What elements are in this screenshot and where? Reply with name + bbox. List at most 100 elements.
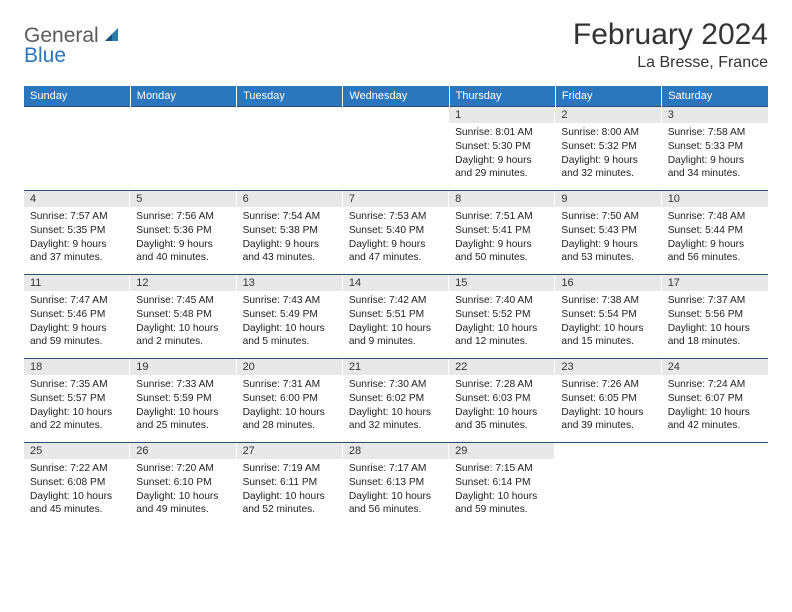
day-sunset: Sunset: 6:00 PM bbox=[243, 392, 337, 406]
calendar-day-cell bbox=[24, 107, 130, 191]
day-sunrise: Sunrise: 7:26 AM bbox=[561, 378, 655, 392]
calendar-day-cell: 9Sunrise: 7:50 AMSunset: 5:43 PMDaylight… bbox=[555, 191, 661, 275]
day-details: Sunrise: 7:37 AMSunset: 5:56 PMDaylight:… bbox=[662, 291, 768, 353]
day-daylight1: Daylight: 9 hours bbox=[668, 238, 762, 252]
calendar-day-cell bbox=[237, 107, 343, 191]
day-sunset: Sunset: 5:36 PM bbox=[136, 224, 230, 238]
calendar-day-cell: 8Sunrise: 7:51 AMSunset: 5:41 PMDaylight… bbox=[449, 191, 555, 275]
day-number: 19 bbox=[130, 359, 236, 375]
day-details: Sunrise: 7:40 AMSunset: 5:52 PMDaylight:… bbox=[449, 291, 555, 353]
day-sunrise: Sunrise: 7:47 AM bbox=[30, 294, 124, 308]
day-number: 10 bbox=[662, 191, 768, 207]
day-sunset: Sunset: 5:49 PM bbox=[243, 308, 337, 322]
day-details: Sunrise: 7:24 AMSunset: 6:07 PMDaylight:… bbox=[662, 375, 768, 437]
day-number: 14 bbox=[343, 275, 449, 291]
day-sunset: Sunset: 5:43 PM bbox=[561, 224, 655, 238]
day-header: Tuesday bbox=[237, 86, 343, 107]
day-sunrise: Sunrise: 7:58 AM bbox=[668, 126, 762, 140]
day-details: Sunrise: 7:50 AMSunset: 5:43 PMDaylight:… bbox=[555, 207, 661, 269]
day-header-row: Sunday Monday Tuesday Wednesday Thursday… bbox=[24, 86, 768, 107]
day-sunset: Sunset: 6:10 PM bbox=[136, 476, 230, 490]
day-daylight2: and 39 minutes. bbox=[561, 419, 655, 433]
day-daylight1: Daylight: 9 hours bbox=[561, 154, 655, 168]
day-sunset: Sunset: 5:56 PM bbox=[668, 308, 762, 322]
day-sunrise: Sunrise: 7:22 AM bbox=[30, 462, 124, 476]
day-sunrise: Sunrise: 7:24 AM bbox=[668, 378, 762, 392]
calendar-day-cell: 14Sunrise: 7:42 AMSunset: 5:51 PMDayligh… bbox=[343, 275, 449, 359]
calendar-day-cell: 16Sunrise: 7:38 AMSunset: 5:54 PMDayligh… bbox=[555, 275, 661, 359]
day-daylight1: Daylight: 10 hours bbox=[136, 406, 230, 420]
day-daylight1: Daylight: 10 hours bbox=[30, 490, 124, 504]
calendar-day-cell: 28Sunrise: 7:17 AMSunset: 6:13 PMDayligh… bbox=[343, 443, 449, 527]
day-daylight2: and 53 minutes. bbox=[561, 251, 655, 265]
logo-sail-icon bbox=[103, 26, 121, 49]
day-sunset: Sunset: 5:33 PM bbox=[668, 140, 762, 154]
day-daylight2: and 12 minutes. bbox=[455, 335, 549, 349]
calendar-day-cell: 27Sunrise: 7:19 AMSunset: 6:11 PMDayligh… bbox=[237, 443, 343, 527]
day-sunrise: Sunrise: 7:31 AM bbox=[243, 378, 337, 392]
calendar-week-row: 18Sunrise: 7:35 AMSunset: 5:57 PMDayligh… bbox=[24, 359, 768, 443]
day-daylight1: Daylight: 10 hours bbox=[243, 490, 337, 504]
day-daylight1: Daylight: 10 hours bbox=[455, 490, 549, 504]
day-header: Wednesday bbox=[343, 86, 449, 107]
day-details: Sunrise: 7:28 AMSunset: 6:03 PMDaylight:… bbox=[449, 375, 555, 437]
day-sunset: Sunset: 6:14 PM bbox=[455, 476, 549, 490]
day-daylight2: and 59 minutes. bbox=[30, 335, 124, 349]
day-header: Sunday bbox=[24, 86, 130, 107]
day-details: Sunrise: 8:01 AMSunset: 5:30 PMDaylight:… bbox=[449, 123, 555, 185]
day-details: Sunrise: 7:58 AMSunset: 5:33 PMDaylight:… bbox=[662, 123, 768, 185]
day-number: 5 bbox=[130, 191, 236, 207]
day-number: 15 bbox=[449, 275, 555, 291]
day-daylight2: and 9 minutes. bbox=[349, 335, 443, 349]
day-sunset: Sunset: 5:59 PM bbox=[136, 392, 230, 406]
day-details: Sunrise: 7:33 AMSunset: 5:59 PMDaylight:… bbox=[130, 375, 236, 437]
day-sunrise: Sunrise: 7:56 AM bbox=[136, 210, 230, 224]
day-number: 25 bbox=[24, 443, 130, 459]
calendar-day-cell: 26Sunrise: 7:20 AMSunset: 6:10 PMDayligh… bbox=[130, 443, 236, 527]
day-sunset: Sunset: 5:30 PM bbox=[455, 140, 549, 154]
day-number: 16 bbox=[555, 275, 661, 291]
day-sunrise: Sunrise: 7:57 AM bbox=[30, 210, 124, 224]
day-daylight2: and 42 minutes. bbox=[668, 419, 762, 433]
day-daylight2: and 50 minutes. bbox=[455, 251, 549, 265]
day-details: Sunrise: 7:17 AMSunset: 6:13 PMDaylight:… bbox=[343, 459, 449, 521]
day-daylight2: and 56 minutes. bbox=[349, 503, 443, 517]
day-sunset: Sunset: 6:11 PM bbox=[243, 476, 337, 490]
day-daylight1: Daylight: 9 hours bbox=[349, 238, 443, 252]
day-header: Monday bbox=[130, 86, 236, 107]
day-number: 23 bbox=[555, 359, 661, 375]
day-daylight1: Daylight: 9 hours bbox=[30, 238, 124, 252]
day-number bbox=[662, 443, 768, 447]
day-daylight1: Daylight: 10 hours bbox=[455, 406, 549, 420]
day-number bbox=[130, 107, 236, 111]
day-sunrise: Sunrise: 8:01 AM bbox=[455, 126, 549, 140]
day-daylight1: Daylight: 10 hours bbox=[668, 406, 762, 420]
calendar-day-cell bbox=[662, 443, 768, 527]
day-daylight1: Daylight: 10 hours bbox=[349, 490, 443, 504]
day-details: Sunrise: 7:54 AMSunset: 5:38 PMDaylight:… bbox=[237, 207, 343, 269]
day-details: Sunrise: 7:30 AMSunset: 6:02 PMDaylight:… bbox=[343, 375, 449, 437]
calendar-week-row: 1Sunrise: 8:01 AMSunset: 5:30 PMDaylight… bbox=[24, 107, 768, 191]
day-daylight1: Daylight: 10 hours bbox=[561, 322, 655, 336]
day-number: 6 bbox=[237, 191, 343, 207]
day-daylight1: Daylight: 9 hours bbox=[455, 154, 549, 168]
day-sunset: Sunset: 5:44 PM bbox=[668, 224, 762, 238]
day-daylight2: and 35 minutes. bbox=[455, 419, 549, 433]
calendar-day-cell: 15Sunrise: 7:40 AMSunset: 5:52 PMDayligh… bbox=[449, 275, 555, 359]
day-daylight2: and 34 minutes. bbox=[668, 167, 762, 181]
day-number: 7 bbox=[343, 191, 449, 207]
day-daylight2: and 5 minutes. bbox=[243, 335, 337, 349]
day-sunrise: Sunrise: 7:50 AM bbox=[561, 210, 655, 224]
calendar-day-cell: 29Sunrise: 7:15 AMSunset: 6:14 PMDayligh… bbox=[449, 443, 555, 527]
day-sunset: Sunset: 5:40 PM bbox=[349, 224, 443, 238]
day-sunset: Sunset: 5:35 PM bbox=[30, 224, 124, 238]
day-details: Sunrise: 7:48 AMSunset: 5:44 PMDaylight:… bbox=[662, 207, 768, 269]
day-number: 12 bbox=[130, 275, 236, 291]
day-details: Sunrise: 7:53 AMSunset: 5:40 PMDaylight:… bbox=[343, 207, 449, 269]
day-number: 4 bbox=[24, 191, 130, 207]
day-details: Sunrise: 8:00 AMSunset: 5:32 PMDaylight:… bbox=[555, 123, 661, 185]
calendar-day-cell: 20Sunrise: 7:31 AMSunset: 6:00 PMDayligh… bbox=[237, 359, 343, 443]
calendar-day-cell: 19Sunrise: 7:33 AMSunset: 5:59 PMDayligh… bbox=[130, 359, 236, 443]
day-details: Sunrise: 7:45 AMSunset: 5:48 PMDaylight:… bbox=[130, 291, 236, 353]
day-sunrise: Sunrise: 7:17 AM bbox=[349, 462, 443, 476]
